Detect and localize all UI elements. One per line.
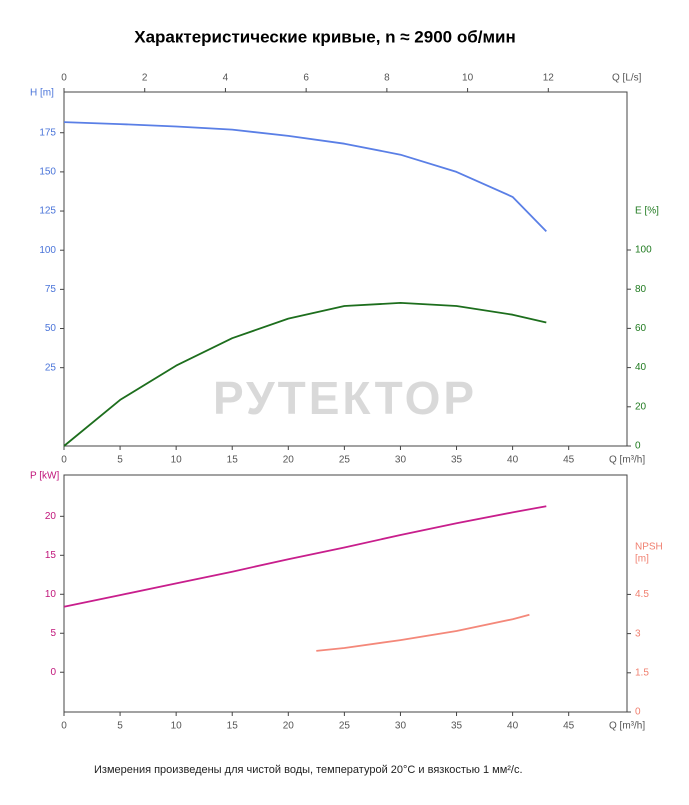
x-tick-label: 40 [507, 721, 519, 732]
y-tick-label: 10 [45, 589, 57, 600]
y2-tick-label: 40 [635, 362, 647, 373]
plot-frame [63, 474, 628, 713]
y-axis-label: H [m] [30, 88, 54, 99]
y2-tick-label: 60 [635, 323, 647, 334]
y2-axis-label: [m] [635, 554, 649, 565]
x2-tick-label: 6 [303, 73, 309, 84]
y2-tick-label: 100 [635, 245, 652, 256]
curve [63, 505, 547, 608]
y-tick-label: 100 [39, 245, 56, 256]
y-tick-label: 175 [39, 127, 56, 138]
x2-tick-label: 0 [61, 73, 67, 84]
x2-tick-label: 12 [543, 73, 555, 84]
watermark: РУТЕКТОР [213, 372, 477, 424]
x-tick-label: 40 [507, 455, 519, 466]
x-tick-label: 30 [395, 455, 407, 466]
y-tick-label: 150 [39, 167, 56, 178]
curve [63, 121, 547, 233]
y2-tick-label: 0 [635, 707, 641, 718]
y2-tick-label: 0 [635, 441, 641, 452]
y-tick-label: 50 [45, 323, 57, 334]
y2-axis-label: NPSH [635, 542, 663, 553]
footer: Измерения произведены для чистой воды, т… [94, 764, 523, 776]
x-tick-label: 0 [61, 721, 67, 732]
y2-tick-label: 20 [635, 401, 647, 412]
x-tick-label: 15 [227, 721, 239, 732]
y-tick-label: 5 [50, 628, 56, 639]
x2-tick-label: 8 [384, 73, 390, 84]
x-tick-label: 35 [451, 721, 463, 732]
x-tick-label: 25 [339, 721, 351, 732]
x-tick-label: 45 [563, 455, 575, 466]
x-tick-label: 25 [339, 455, 351, 466]
x-axis-label: Q [m³/h] [609, 721, 645, 732]
y-tick-label: 75 [45, 284, 57, 295]
x-tick-label: 10 [171, 455, 183, 466]
curve [316, 613, 530, 652]
y2-axis-label: E [%] [635, 206, 659, 217]
x-tick-label: 0 [61, 455, 67, 466]
x-tick-label: 5 [117, 721, 123, 732]
y2-tick-label: 1.5 [635, 667, 649, 678]
y2-tick-label: 3 [635, 628, 641, 639]
y-tick-label: 20 [45, 511, 57, 522]
x-tick-label: 15 [227, 455, 239, 466]
y-tick-label: 15 [45, 550, 57, 561]
x-tick-label: 20 [283, 721, 295, 732]
y-tick-label: 25 [45, 362, 57, 373]
x-tick-label: 20 [283, 455, 295, 466]
title: Характеристические кривые, n ≈ 2900 об/м… [134, 27, 516, 46]
y-axis-label: P [kW] [30, 471, 59, 482]
y2-tick-label: 80 [635, 284, 647, 295]
x-axis-label: Q [m³/h] [609, 455, 645, 466]
x-tick-label: 35 [451, 455, 463, 466]
x-tick-label: 45 [563, 721, 575, 732]
y-tick-label: 125 [39, 206, 56, 217]
x-tick-label: 30 [395, 721, 407, 732]
curve [63, 302, 547, 447]
y-tick-label: 0 [50, 667, 56, 678]
x2-tick-label: 10 [462, 73, 474, 84]
x-tick-label: 5 [117, 455, 123, 466]
plot-frame [63, 91, 628, 447]
x2-tick-label: 4 [223, 73, 229, 84]
x2-tick-label: 2 [142, 73, 148, 84]
x-tick-label: 10 [171, 721, 183, 732]
x2-axis-label: Q [L/s] [612, 73, 642, 84]
y2-tick-label: 4.5 [635, 589, 649, 600]
